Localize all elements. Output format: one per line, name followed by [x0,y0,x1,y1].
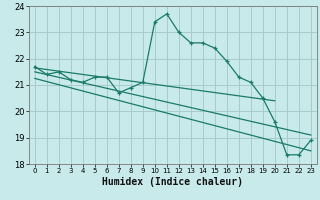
X-axis label: Humidex (Indice chaleur): Humidex (Indice chaleur) [102,177,243,187]
